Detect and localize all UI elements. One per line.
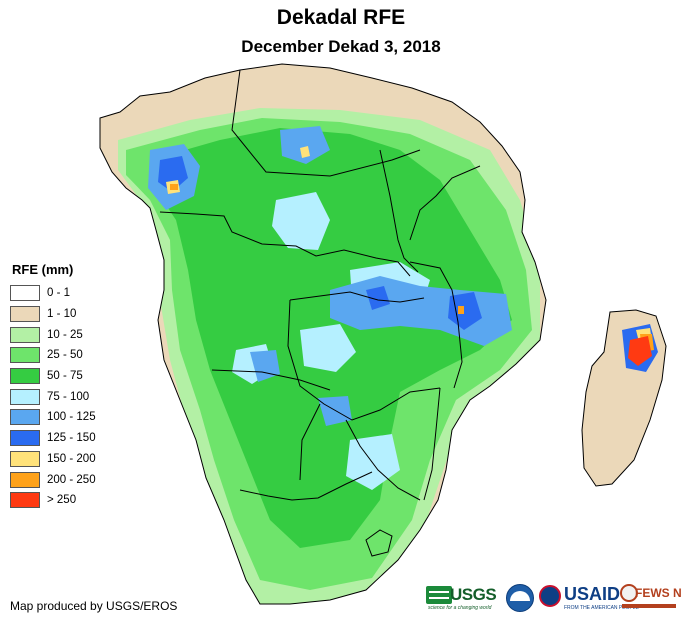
legend-label: 150 - 200 — [47, 452, 96, 465]
legend: RFE (mm) 0 - 1 1 - 10 10 - 25 25 - 50 50 - 7… — [10, 262, 96, 511]
usaid-seal-icon — [539, 585, 561, 607]
legend-label: 10 - 25 — [47, 328, 83, 341]
legend-swatch — [10, 450, 40, 467]
usaid-tagline: FROM THE AMERICAN PEOPLE — [564, 605, 639, 611]
legend-swatch — [10, 388, 40, 405]
legend-item: 75 - 100 — [10, 386, 96, 407]
usgs-logo-text: USGS — [450, 585, 497, 604]
legend-label: 75 - 100 — [47, 390, 90, 403]
legend-item: 150 - 200 — [10, 449, 96, 470]
legend-label: 25 - 50 — [47, 349, 83, 362]
legend-item: 200 - 250 — [10, 469, 96, 490]
map-title: Dekadal RFE — [276, 6, 406, 29]
legend-item: 50 - 75 — [10, 366, 96, 387]
legend-item: 25 - 50 — [10, 345, 96, 366]
noaa-emblem-icon — [506, 584, 534, 612]
rfe-band-over-250 — [628, 336, 652, 366]
usaid-logo: USAID FROM THE AMERICAN PEOPLE — [539, 582, 639, 614]
legend-label: 125 - 150 — [47, 432, 96, 445]
rfe-band-100-125 — [148, 126, 512, 426]
legend-label: 1 - 10 — [47, 308, 77, 321]
legend-label: 50 - 75 — [47, 370, 83, 383]
noaa-logo — [506, 582, 534, 614]
legend-label: > 250 — [47, 494, 77, 507]
legend-label: 200 - 250 — [47, 473, 96, 486]
legend-swatch — [10, 368, 40, 385]
country-borders — [99, 63, 667, 605]
legend-swatch — [10, 306, 40, 323]
fews-bar — [622, 604, 676, 608]
legend-swatch — [10, 492, 40, 509]
agency-logos: USGS science for a changing world USAID … — [426, 582, 682, 614]
legend-swatch — [10, 326, 40, 343]
legend-item: 1 - 10 — [10, 304, 96, 325]
fews-logo-text: FEWS NET — [635, 586, 682, 600]
legend-swatch — [10, 409, 40, 426]
legend-rows: 0 - 1 1 - 10 10 - 25 25 - 50 50 - 75 75 - 100… — [10, 283, 96, 511]
credit-text: Map produced by USGS/EROS — [10, 599, 178, 613]
legend-swatch — [10, 430, 40, 447]
usgs-logo: USGS science for a changing world — [426, 582, 497, 614]
legend-swatch — [10, 471, 40, 488]
legend-item: 0 - 1 — [10, 283, 96, 304]
rainfall-field — [100, 64, 666, 604]
usgs-wave-icon — [426, 586, 452, 604]
map-subtitle: December Dekad 3, 2018 — [241, 37, 441, 56]
legend-label: 100 - 125 — [47, 411, 96, 424]
legend-title: RFE (mm) — [12, 262, 74, 277]
legend-item: > 250 — [10, 490, 96, 511]
legend-label: 0 - 1 — [47, 287, 71, 300]
fews-net-logo: FEWS NET — [620, 582, 682, 614]
legend-item: 10 - 25 — [10, 324, 96, 345]
legend-item: 100 - 125 — [10, 407, 96, 428]
legend-item: 125 - 150 — [10, 428, 96, 449]
legend-swatch — [10, 285, 40, 302]
fews-globe-icon — [620, 584, 638, 602]
usgs-tagline: science for a changing world — [428, 605, 492, 611]
rfe-band-75-100 — [232, 192, 430, 490]
legend-swatch — [10, 347, 40, 364]
usaid-logo-text: USAID — [564, 584, 621, 604]
